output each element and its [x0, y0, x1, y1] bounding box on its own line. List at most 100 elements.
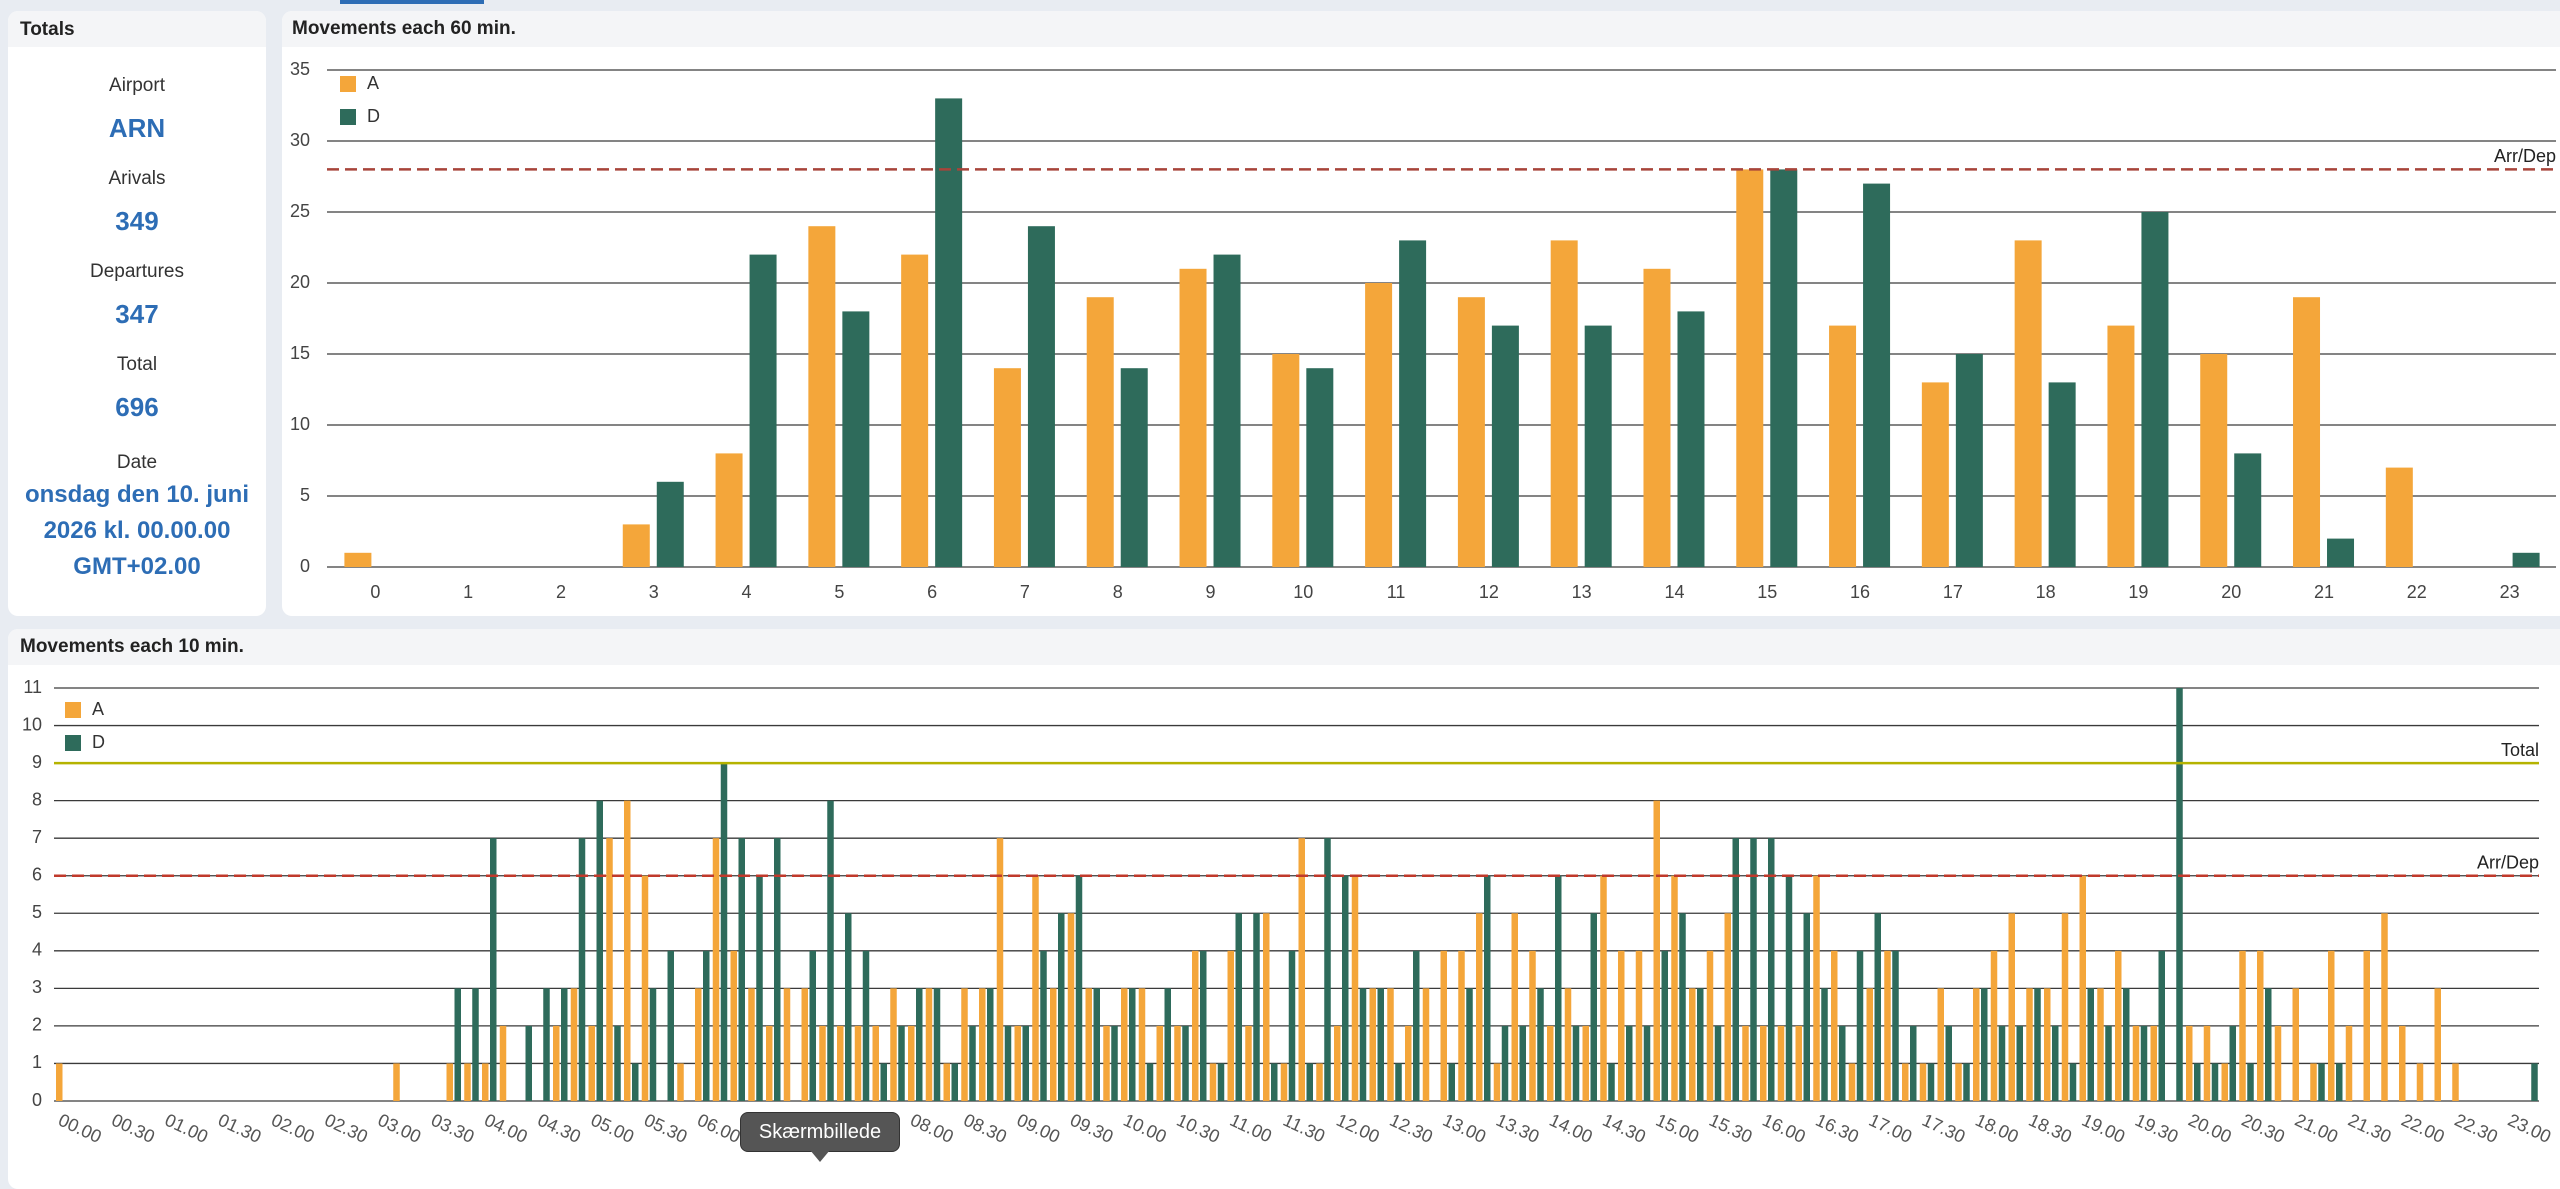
- y-tick-label: 9: [32, 752, 42, 772]
- bar: [1146, 1063, 1154, 1101]
- bar: [1990, 950, 1998, 1101]
- bar: [1760, 1025, 1767, 1101]
- bar: [808, 226, 836, 567]
- x-tick-label: 16.00: [1759, 1110, 1808, 1147]
- bar: [1582, 1025, 1589, 1101]
- bar: [446, 1063, 453, 1101]
- bar: [614, 1025, 621, 1101]
- legend-label: D: [367, 106, 380, 126]
- bar: [766, 1025, 773, 1101]
- y-tick-label: 10: [22, 714, 42, 734]
- x-tick-label: 19.00: [2079, 1110, 2128, 1147]
- tooltip-arrow: [810, 1150, 830, 1162]
- bar: [1874, 913, 1881, 1101]
- bar: [1866, 988, 1873, 1101]
- bar: [837, 1025, 844, 1101]
- active-tab-indicator: [340, 0, 484, 4]
- bar: [1813, 875, 1820, 1101]
- y-tick-label: 30: [290, 130, 310, 150]
- x-tick-label: 21.30: [2345, 1110, 2394, 1147]
- bar: [2336, 1063, 2343, 1101]
- bar: [1955, 1063, 1962, 1101]
- bar: [1334, 1025, 1341, 1101]
- bar: [393, 1063, 400, 1101]
- bar: [1156, 1025, 1163, 1101]
- x-tick-label: 17: [1943, 582, 1963, 602]
- y-tick-label: 5: [300, 485, 310, 505]
- bar: [1174, 1025, 1181, 1101]
- bar: [454, 988, 461, 1101]
- bar: [872, 1025, 879, 1101]
- bar: [1263, 913, 1270, 1101]
- x-tick-label: 09.00: [1014, 1110, 1063, 1147]
- bar: [2140, 1025, 2148, 1101]
- x-tick-label: 05.00: [588, 1110, 637, 1147]
- bar: [2381, 913, 2388, 1101]
- bar: [1164, 988, 1171, 1101]
- x-tick-label: 7: [1020, 582, 1030, 602]
- bar: [588, 1025, 595, 1101]
- bar: [482, 1063, 489, 1101]
- bar: [1742, 1025, 1749, 1101]
- chart-title: Movements each 60 min.: [292, 18, 516, 39]
- tooltip: Skærmbillede: [740, 1112, 900, 1152]
- bar: [1457, 297, 1485, 567]
- page: Totals Airport ARN Arivals 349 Departure…: [8, 0, 2560, 1189]
- bar: [1121, 988, 1128, 1101]
- bar: [561, 988, 568, 1101]
- bar: [2328, 950, 2335, 1101]
- bar: [2257, 950, 2264, 1101]
- x-tick-label: 15: [1757, 582, 1777, 602]
- bar: [1365, 283, 1393, 567]
- bar: [1803, 913, 1810, 1101]
- bar: [1564, 988, 1572, 1101]
- x-tick-label: 02.00: [268, 1110, 317, 1147]
- x-tick-label: 12: [1479, 582, 1499, 602]
- bar: [2363, 950, 2370, 1101]
- bar: [1324, 838, 1331, 1101]
- x-tick-label: 00.30: [109, 1110, 158, 1147]
- bar: [677, 1063, 684, 1101]
- bar: [774, 838, 781, 1101]
- y-tick-label: 20: [290, 272, 310, 292]
- y-tick-label: 35: [290, 59, 310, 79]
- x-tick-label: 02.30: [322, 1110, 371, 1147]
- bar: [641, 875, 649, 1101]
- y-tick-label: 11: [23, 677, 42, 697]
- bar: [2310, 1063, 2317, 1101]
- bar: [1706, 950, 1714, 1101]
- bar: [1004, 1025, 1012, 1101]
- bar: [2061, 913, 2069, 1101]
- bar: [1927, 1063, 1935, 1101]
- x-tick-label: 11.00: [1227, 1110, 1275, 1147]
- bar: [901, 254, 929, 567]
- bar: [1075, 875, 1083, 1101]
- bar: [2416, 1063, 2424, 1101]
- bar: [1856, 950, 1864, 1101]
- bar: [499, 1025, 507, 1101]
- bar: [935, 98, 963, 568]
- bar: [1608, 1063, 1615, 1101]
- bar: [951, 1063, 958, 1101]
- bar: [2292, 988, 2299, 1101]
- bar: [1138, 988, 1146, 1101]
- bar: [1821, 988, 1828, 1101]
- bar: [1653, 800, 1660, 1101]
- bar: [712, 838, 720, 1101]
- bar: [943, 1063, 950, 1101]
- bar: [2194, 1063, 2201, 1101]
- bar: [1955, 354, 1983, 567]
- x-tick-label: 18.30: [2026, 1110, 2075, 1147]
- bar: [1272, 354, 1300, 567]
- bar: [916, 988, 923, 1101]
- bar: [749, 254, 777, 567]
- bar: [1377, 988, 1384, 1101]
- bar: [748, 988, 755, 1101]
- x-tick-label: 00.00: [55, 1110, 104, 1147]
- bar: [1245, 1025, 1252, 1101]
- panel-header: [8, 629, 2560, 665]
- bar: [933, 988, 941, 1101]
- bar: [1795, 1025, 1802, 1101]
- x-tick-label: 18: [2036, 582, 2056, 602]
- bar: [2327, 538, 2355, 567]
